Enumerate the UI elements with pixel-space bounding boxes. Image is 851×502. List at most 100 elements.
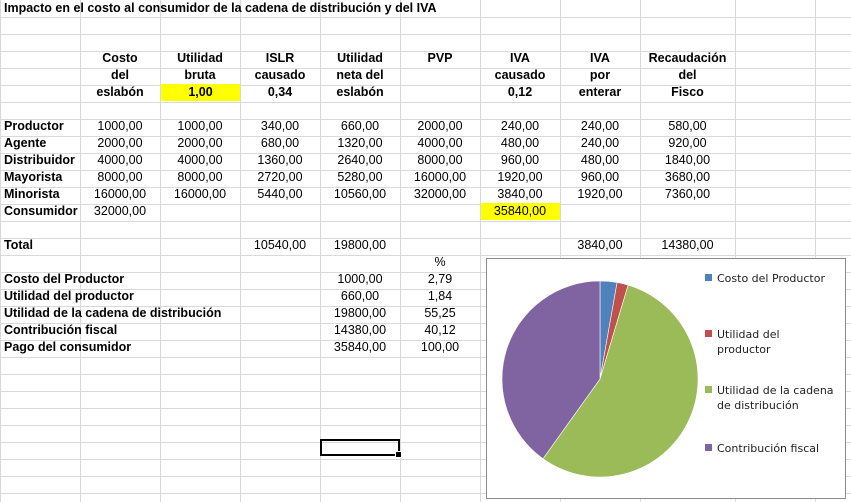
table-cell[interactable]: 920,00 — [668, 136, 707, 150]
table-cell[interactable]: 1920,00 — [577, 187, 623, 201]
summary-percent[interactable]: 100,00 — [420, 340, 460, 354]
summary-label[interactable]: Pago del consumidor — [4, 340, 132, 354]
summary-percent[interactable]: 55,25 — [424, 306, 456, 320]
row-label[interactable]: Agente — [4, 136, 47, 150]
table-cell[interactable]: 4000,00 — [417, 136, 463, 150]
summary-percent[interactable]: 40,12 — [424, 323, 456, 337]
pie-slice-3[interactable] — [542, 284, 699, 478]
table-cell[interactable]: 960,00 — [580, 170, 620, 184]
table-cell[interactable]: 1840,00 — [664, 153, 711, 167]
row-label[interactable]: Consumidor — [4, 204, 78, 218]
table-cell[interactable]: 2000,00 — [97, 136, 143, 150]
summary-label[interactable]: Utilidad de la cadena de distribución — [4, 306, 222, 320]
header-recaudacion-3[interactable]: Fisco — [671, 85, 704, 99]
sheet-title[interactable]: Impacto en el costo al consumidor de la … — [4, 1, 437, 15]
legend-entry[interactable]: Utilidad de la cadena de distribución — [705, 383, 835, 413]
table-cell[interactable]: 3840,00 — [577, 238, 623, 252]
header-utilidad-1[interactable]: Utilidad — [177, 51, 223, 65]
table-cell[interactable]: 1000,00 — [177, 119, 223, 133]
table-cell[interactable]: 240,00 — [580, 119, 620, 133]
summary-label[interactable]: Costo del Productor — [4, 272, 125, 286]
summary-value[interactable]: 19800,00 — [333, 306, 387, 320]
summary-value[interactable]: 35840,00 — [333, 340, 387, 354]
table-cell[interactable]: 960,00 — [500, 153, 540, 167]
summary-value[interactable]: 14380,00 — [333, 323, 387, 337]
header-costo-3[interactable]: eslabón — [96, 85, 144, 99]
legend-entry[interactable]: Contribución fiscal — [705, 441, 835, 456]
table-cell[interactable]: 480,00 — [500, 136, 540, 150]
table-cell[interactable]: 5280,00 — [337, 170, 383, 184]
table-cell[interactable]: 1360,00 — [257, 153, 303, 167]
header-iva-1[interactable]: IVA — [510, 51, 530, 65]
table-cell[interactable]: 5440,00 — [257, 187, 303, 201]
islr-rate-cell[interactable]: 0,34 — [267, 85, 293, 99]
utilidad-rate-cell[interactable]: 1,00 — [161, 84, 240, 101]
row-label[interactable]: Distribuidor — [4, 153, 75, 167]
table-cell[interactable]: 240,00 — [580, 136, 620, 150]
header-pvp[interactable]: PVP — [427, 51, 453, 65]
fill-handle[interactable] — [395, 451, 402, 458]
table-cell[interactable]: 3840,00 — [497, 187, 543, 201]
iva-rate-cell[interactable]: 0,12 — [507, 85, 533, 99]
table-cell[interactable]: 1920,00 — [497, 170, 543, 184]
table-cell[interactable]: 10540,00 — [253, 238, 307, 252]
table-cell[interactable]: 8000,00 — [417, 153, 463, 167]
table-cell[interactable]: 3680,00 — [664, 170, 711, 184]
table-cell[interactable]: 680,00 — [260, 136, 300, 150]
row-label[interactable]: Productor — [4, 119, 64, 133]
table-cell[interactable]: 2640,00 — [337, 153, 383, 167]
header-neta-1[interactable]: Utilidad — [337, 51, 383, 65]
table-cell[interactable]: 14380,00 — [661, 238, 714, 252]
legend-entry[interactable]: Costo del Productor — [705, 271, 835, 286]
pie-slice-4[interactable] — [501, 280, 601, 460]
table-cell[interactable]: 32000,00 — [93, 204, 147, 218]
table-cell[interactable]: 16000,00 — [173, 187, 227, 201]
table-cell[interactable]: 4000,00 — [177, 153, 223, 167]
table-cell[interactable]: 16000,00 — [93, 187, 147, 201]
header-costo-2[interactable]: del — [110, 68, 130, 82]
header-neta-3[interactable]: eslabón — [336, 85, 384, 99]
header-iva-enterar-1[interactable]: IVA — [590, 51, 610, 65]
table-cell[interactable]: 660,00 — [340, 119, 380, 133]
summary-value[interactable]: 1000,00 — [337, 272, 383, 286]
table-cell[interactable]: 340,00 — [260, 119, 300, 133]
table-cell[interactable]: 32000,00 — [413, 187, 467, 201]
table-cell[interactable]: 19800,00 — [333, 238, 387, 252]
table-cell[interactable]: 8000,00 — [97, 170, 143, 184]
header-recaudacion-2[interactable]: del — [678, 68, 697, 82]
summary-percent[interactable]: 1,84 — [427, 289, 453, 303]
table-cell[interactable]: 2000,00 — [417, 119, 463, 133]
percent-header[interactable]: % — [434, 255, 446, 269]
header-neta-2[interactable]: neta del — [336, 68, 384, 82]
table-cell[interactable]: 7360,00 — [664, 187, 711, 201]
table-cell[interactable]: 8000,00 — [177, 170, 223, 184]
table-cell[interactable]: 480,00 — [580, 153, 620, 167]
table-cell[interactable]: 35840,00 — [493, 204, 547, 218]
table-cell[interactable]: 2000,00 — [177, 136, 223, 150]
summary-value[interactable]: 660,00 — [340, 289, 380, 303]
header-utilidad-2[interactable]: bruta — [184, 68, 216, 82]
summary-label[interactable]: Utilidad del productor — [4, 289, 134, 303]
header-iva-enterar-3[interactable]: enterar — [578, 85, 622, 99]
table-cell[interactable]: 10560,00 — [333, 187, 387, 201]
header-costo-1[interactable]: Costo — [102, 51, 138, 65]
legend-entry[interactable]: Utilidad del productor — [705, 327, 835, 357]
header-iva-enterar-2[interactable]: por — [589, 68, 611, 82]
table-cell[interactable]: 16000,00 — [413, 170, 467, 184]
row-label[interactable]: Mayorista — [4, 170, 63, 184]
table-cell[interactable]: 1000,00 — [97, 119, 143, 133]
header-recaudacion-1[interactable]: Recaudación — [648, 51, 727, 65]
table-cell[interactable]: 4000,00 — [97, 153, 143, 167]
table-cell[interactable]: 2720,00 — [257, 170, 303, 184]
summary-percent[interactable]: 2,79 — [427, 272, 453, 286]
header-islr-2[interactable]: causado — [254, 68, 306, 82]
header-iva-2[interactable]: causado — [494, 68, 546, 82]
row-label[interactable]: Total — [4, 238, 33, 252]
pie-chart[interactable]: Costo del Productor Utilidad del producto… — [486, 258, 846, 499]
header-islr-1[interactable]: ISLR — [265, 51, 295, 65]
row-label[interactable]: Minorista — [4, 187, 60, 201]
table-cell[interactable]: 240,00 — [500, 119, 540, 133]
table-cell[interactable]: 1320,00 — [337, 136, 383, 150]
table-cell[interactable]: 580,00 — [668, 119, 707, 133]
summary-label[interactable]: Contribución fiscal — [4, 323, 118, 337]
